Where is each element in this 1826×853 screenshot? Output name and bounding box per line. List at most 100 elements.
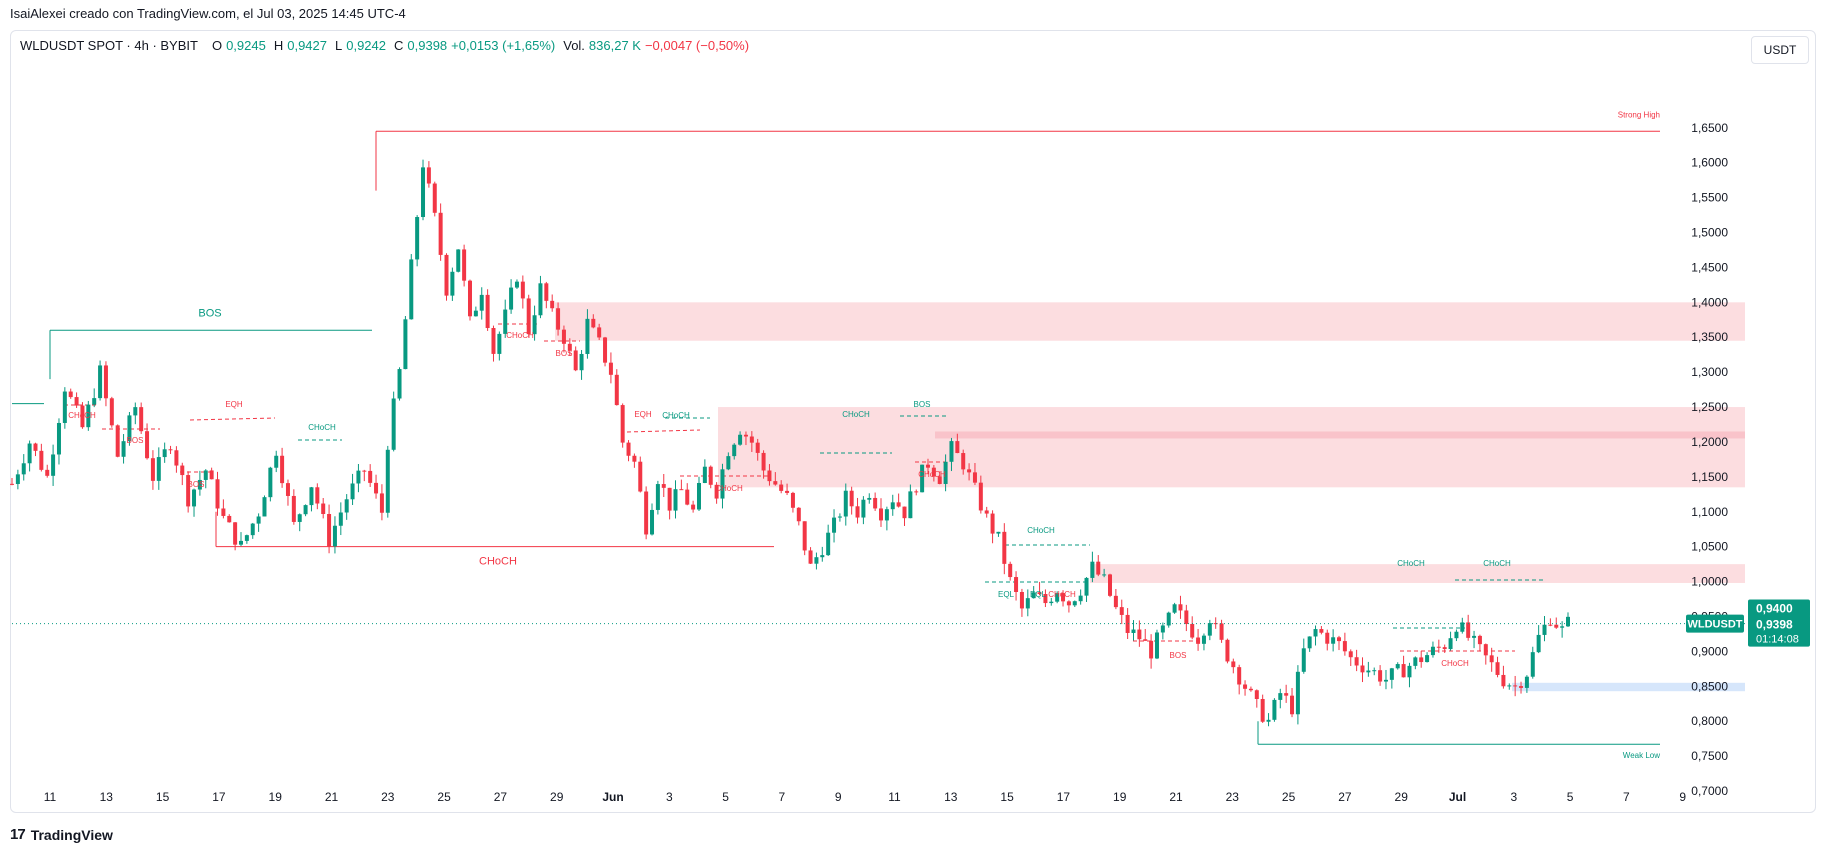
candle-body — [1254, 690, 1259, 699]
candle-body — [1383, 679, 1388, 682]
candle-body — [1025, 598, 1030, 609]
candle-body — [332, 525, 337, 547]
structure-label: BOS — [127, 436, 144, 445]
candle-body — [996, 531, 1001, 534]
candle-body — [1008, 563, 1013, 578]
candle-body — [21, 463, 26, 475]
candle-body — [1325, 632, 1330, 644]
candle-body — [749, 436, 754, 443]
structure-label: CHoCH — [662, 411, 690, 420]
candle-body — [1378, 670, 1383, 682]
candle-body — [802, 521, 807, 551]
candle-body — [168, 449, 173, 451]
candle-body — [450, 271, 455, 296]
candle-body — [1149, 640, 1154, 659]
candle-body — [1295, 671, 1300, 715]
tradingview-logo[interactable]: 17 TradingView — [10, 826, 113, 843]
candle-body — [972, 472, 977, 483]
candle-body — [526, 298, 531, 335]
candle-body — [1131, 629, 1136, 633]
candle-body — [1507, 685, 1512, 687]
candle-body — [1154, 632, 1159, 659]
candle-body — [98, 365, 103, 399]
candle-body — [145, 431, 150, 459]
labels-layer: CHoCH BOS BOS EQH CHoCH CHoCH BOS EQH CHoCH CHoCH… — [68, 331, 1511, 668]
symbol-tag-bg — [1686, 614, 1744, 633]
y-tick-label: 1,3500 — [1691, 330, 1728, 344]
candle-body — [1313, 629, 1318, 637]
candle-body — [691, 504, 696, 510]
candle-body — [503, 309, 508, 334]
candle-body — [1196, 637, 1201, 644]
x-tick-label: 11 — [888, 790, 901, 804]
candle-body — [379, 493, 384, 513]
candle-body — [438, 212, 443, 255]
candle-body — [661, 484, 666, 488]
candle-body — [779, 484, 784, 491]
price-tags: WLDUSDT 0,9398 01:14:08 0,9400 — [12, 599, 1810, 647]
candle-body — [426, 167, 431, 184]
currency-button[interactable]: USDT — [1751, 36, 1809, 64]
x-tick-label: 21 — [325, 790, 339, 804]
candle-body — [814, 557, 819, 564]
candle-body — [978, 482, 983, 511]
candle-body — [890, 502, 895, 510]
y-tick-label: 0,7000 — [1691, 784, 1728, 798]
candle-body — [1084, 577, 1089, 596]
structure-label: CHoCH — [715, 484, 743, 493]
candle-body — [403, 319, 408, 370]
candle-body — [790, 492, 795, 508]
candle-body — [1477, 635, 1482, 645]
candle-body — [1560, 626, 1565, 628]
candle-body — [949, 441, 954, 462]
candle-body — [180, 465, 185, 476]
structure-label: CHoCH — [1441, 659, 1469, 668]
candle-body — [585, 318, 590, 354]
candle-body — [1143, 639, 1148, 641]
candle-body — [532, 315, 537, 335]
x-tick-label: 11 — [44, 790, 57, 804]
candle-body — [1172, 604, 1177, 613]
candle-body — [338, 512, 343, 526]
candle-body — [227, 515, 232, 523]
candle-body — [1002, 531, 1007, 564]
candle-body — [1272, 699, 1277, 720]
candle-body — [1466, 622, 1471, 638]
level-label: Weak Low — [1623, 751, 1660, 760]
high-marker-tag: 0,9400 — [1756, 601, 1793, 615]
structure-label: EQH — [634, 410, 652, 419]
candle-body — [849, 490, 854, 507]
low-value: 0,9242 — [346, 38, 386, 53]
candle-body — [990, 513, 995, 534]
x-tick-label: Jul — [1449, 790, 1466, 804]
x-tick-label: 25 — [1282, 790, 1296, 804]
candle-body — [1237, 667, 1242, 685]
candle-body — [867, 497, 872, 500]
candle-body — [1513, 685, 1518, 687]
x-tick-label: 27 — [1338, 790, 1352, 804]
candle-body — [738, 434, 743, 445]
close-label: C — [394, 38, 404, 53]
candle-body — [1495, 662, 1500, 675]
symbol-tag: WLDUSDT — [1688, 619, 1743, 631]
candle-body — [315, 487, 320, 504]
candle-body — [162, 449, 167, 458]
candle-body — [139, 407, 144, 432]
x-tick-label: 3 — [1510, 790, 1517, 804]
candle-body — [720, 469, 725, 499]
candle-body — [1102, 574, 1107, 576]
candle-body — [1207, 623, 1212, 636]
close-value: 0,9398 — [407, 38, 448, 53]
x-tick-label: 3 — [666, 790, 673, 804]
symbol-info[interactable]: WLDUSDT SPOT · 4h · BYBIT — [20, 38, 198, 53]
candle-body — [479, 294, 484, 311]
candle-body — [321, 503, 326, 514]
candle-body — [80, 405, 85, 428]
candle-body — [1055, 593, 1060, 602]
supply-zone — [718, 407, 1745, 488]
x-tick-label: 7 — [779, 790, 786, 804]
candle-body — [1160, 625, 1165, 633]
candle-body — [39, 450, 44, 470]
candle-body — [1037, 592, 1042, 595]
